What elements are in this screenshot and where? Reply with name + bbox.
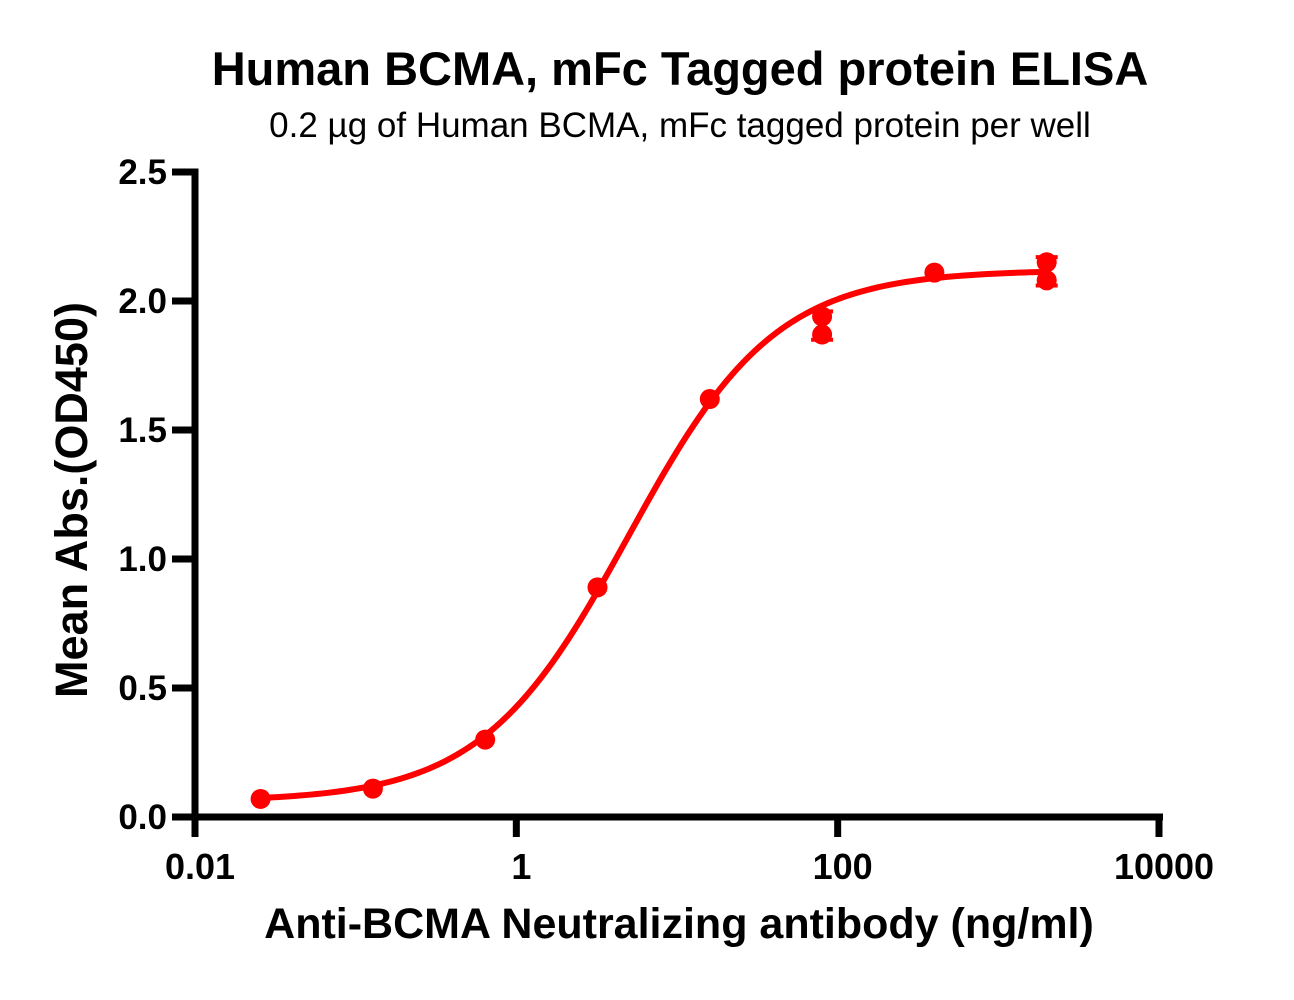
y-tick-label: 1.0 (118, 540, 167, 579)
x-tick-label: 0.01 (165, 846, 235, 887)
data-point (924, 262, 945, 283)
x-tick-label: 100 (813, 846, 873, 887)
data-point (362, 778, 383, 799)
y-axis-label: Mean Abs.(OD450) (46, 302, 97, 698)
chart-title: Human BCMA, mFc Tagged protein ELISA (211, 42, 1149, 95)
y-tick-label: 0.0 (118, 798, 167, 837)
x-tick-label: 1 (511, 846, 531, 887)
data-point (812, 306, 833, 327)
data-point (587, 577, 608, 598)
fit-curve (257, 268, 1050, 801)
y-tick-label: 1.5 (118, 411, 167, 450)
data-point (1036, 252, 1057, 273)
data-point (812, 324, 833, 345)
data-point (699, 389, 720, 410)
x-tick-label: 10000 (1114, 846, 1214, 887)
x-axis-label: Anti-BCMA Neutralizing antibody (ng/ml) (264, 900, 1094, 948)
chart-subtitle: 0.2 µg of Human BCMA, mFc tagged protein… (269, 106, 1091, 145)
y-tick-label: 0.5 (118, 669, 167, 708)
data-point (250, 788, 271, 809)
y-tick-label: 2.0 (118, 282, 167, 321)
data-point (475, 729, 496, 750)
y-tick-label: 2.5 (118, 153, 167, 192)
data-point (1036, 270, 1057, 291)
